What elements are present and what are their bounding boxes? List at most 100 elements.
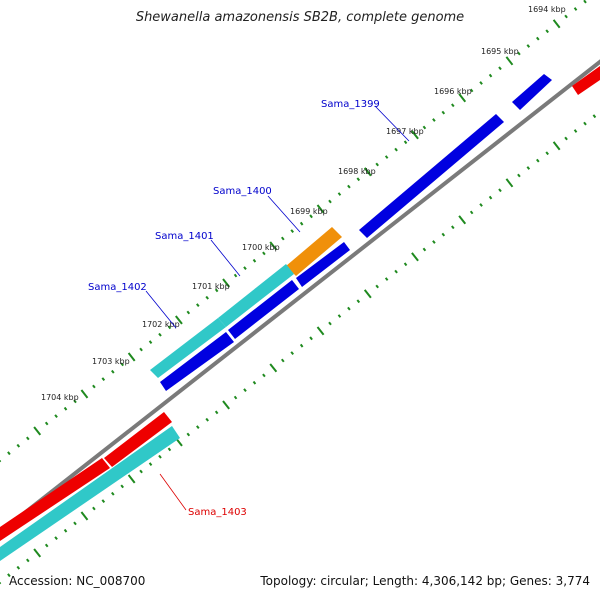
minor-tick — [526, 44, 531, 48]
minor-tick — [92, 384, 96, 389]
minor-tick — [196, 303, 200, 308]
minor-tick — [469, 88, 474, 93]
minor-tick — [564, 136, 568, 141]
minor-tick — [120, 484, 124, 489]
major-tick — [458, 93, 467, 103]
minor-tick — [384, 277, 389, 281]
minor-tick — [16, 565, 21, 570]
minor-tick — [573, 129, 578, 133]
gene-label-sama-1401[interactable]: Sama_1401 — [155, 231, 214, 242]
minor-tick — [347, 184, 351, 189]
minor-tick — [186, 310, 191, 315]
minor-tick — [337, 314, 342, 318]
minor-tick — [214, 410, 219, 415]
gene-arrow[interactable] — [286, 227, 342, 276]
minor-tick — [148, 462, 153, 467]
minor-tick — [120, 362, 124, 367]
minor-tick — [290, 351, 294, 356]
major-tick — [505, 56, 514, 66]
minor-tick — [290, 229, 294, 234]
major-tick — [80, 389, 89, 399]
minor-tick — [356, 177, 361, 182]
major-tick — [411, 130, 419, 140]
major-tick — [127, 352, 136, 362]
minor-tick — [479, 81, 483, 85]
minor-tick — [158, 332, 162, 337]
minor-tick — [233, 273, 238, 278]
major-tick — [505, 178, 514, 188]
minor-tick — [111, 369, 115, 374]
minor-tick — [328, 199, 332, 204]
minor-tick — [139, 469, 143, 474]
major-tick — [552, 141, 561, 151]
kbp-label: 1698 kbp — [338, 167, 376, 176]
minor-tick — [233, 395, 238, 400]
minor-tick — [422, 125, 427, 130]
gene-arrow[interactable] — [0, 458, 110, 541]
gene-arrow[interactable] — [160, 332, 234, 391]
major-tick — [316, 326, 325, 336]
minor-tick — [356, 299, 361, 304]
minor-tick — [16, 443, 21, 448]
map-title: Shewanella amazonensis SB2B, complete ge… — [135, 10, 465, 25]
minor-tick — [328, 321, 332, 326]
major-tick — [316, 204, 325, 214]
gene-arrow[interactable] — [572, 66, 600, 95]
gene-label-sama-1400[interactable]: Sama_1400 — [213, 186, 272, 197]
minor-tick — [101, 499, 106, 504]
gene-label-sama-1399[interactable]: Sama_1399 — [321, 99, 380, 110]
minor-tick — [488, 73, 493, 78]
minor-tick — [44, 543, 49, 548]
gene-arrow[interactable] — [228, 280, 299, 339]
minor-tick — [403, 140, 408, 145]
major-tick — [80, 511, 89, 521]
gene-arrow[interactable] — [512, 74, 552, 110]
minor-tick — [517, 173, 521, 178]
accession-text: Accession: NC_008700 — [9, 574, 146, 588]
major-tick — [175, 315, 183, 325]
major-tick — [363, 289, 372, 299]
minor-tick — [7, 573, 11, 578]
minor-tick — [583, 121, 587, 126]
gene-arrow[interactable] — [104, 412, 172, 467]
gene-label-sama-1403[interactable]: Sama_1403 — [188, 507, 247, 518]
minor-tick — [281, 236, 285, 241]
minor-tick — [583, 0, 587, 4]
kbp-label: 1694 kbp — [528, 5, 566, 14]
major-tick — [33, 548, 42, 558]
minor-tick — [63, 528, 68, 533]
minor-tick — [243, 266, 247, 271]
gene-arrow[interactable] — [359, 114, 504, 238]
minor-tick — [148, 340, 153, 345]
gene-arrow[interactable] — [0, 426, 180, 561]
major-tick — [222, 400, 230, 410]
gene-arrow[interactable] — [296, 242, 350, 287]
minor-tick — [526, 166, 531, 170]
minor-tick — [536, 36, 540, 41]
minor-tick — [432, 118, 436, 122]
minor-tick — [252, 380, 257, 385]
gene-label-sama-1402[interactable]: Sama_1402 — [88, 282, 147, 293]
minor-tick — [451, 103, 455, 108]
minor-tick — [432, 240, 436, 244]
kbp-label: 1701 kbp — [192, 282, 230, 291]
minor-tick — [469, 210, 474, 215]
gene-arrow[interactable] — [150, 318, 226, 378]
minor-tick — [186, 432, 191, 437]
gene-arrow[interactable] — [218, 264, 294, 327]
kbp-label: 1696 kbp — [434, 87, 472, 96]
major-tick — [222, 278, 230, 288]
minor-tick — [422, 247, 427, 252]
minor-tick — [545, 29, 549, 34]
kbp-label: 1699 kbp — [290, 207, 328, 216]
minor-tick — [375, 284, 379, 289]
minor-tick — [252, 258, 257, 263]
gene-label-leader — [159, 473, 187, 511]
minor-tick — [73, 521, 77, 526]
minor-tick — [394, 269, 398, 274]
minor-tick — [281, 358, 285, 363]
major-tick — [33, 426, 42, 436]
minor-tick — [299, 343, 304, 348]
minor-tick — [158, 454, 162, 459]
